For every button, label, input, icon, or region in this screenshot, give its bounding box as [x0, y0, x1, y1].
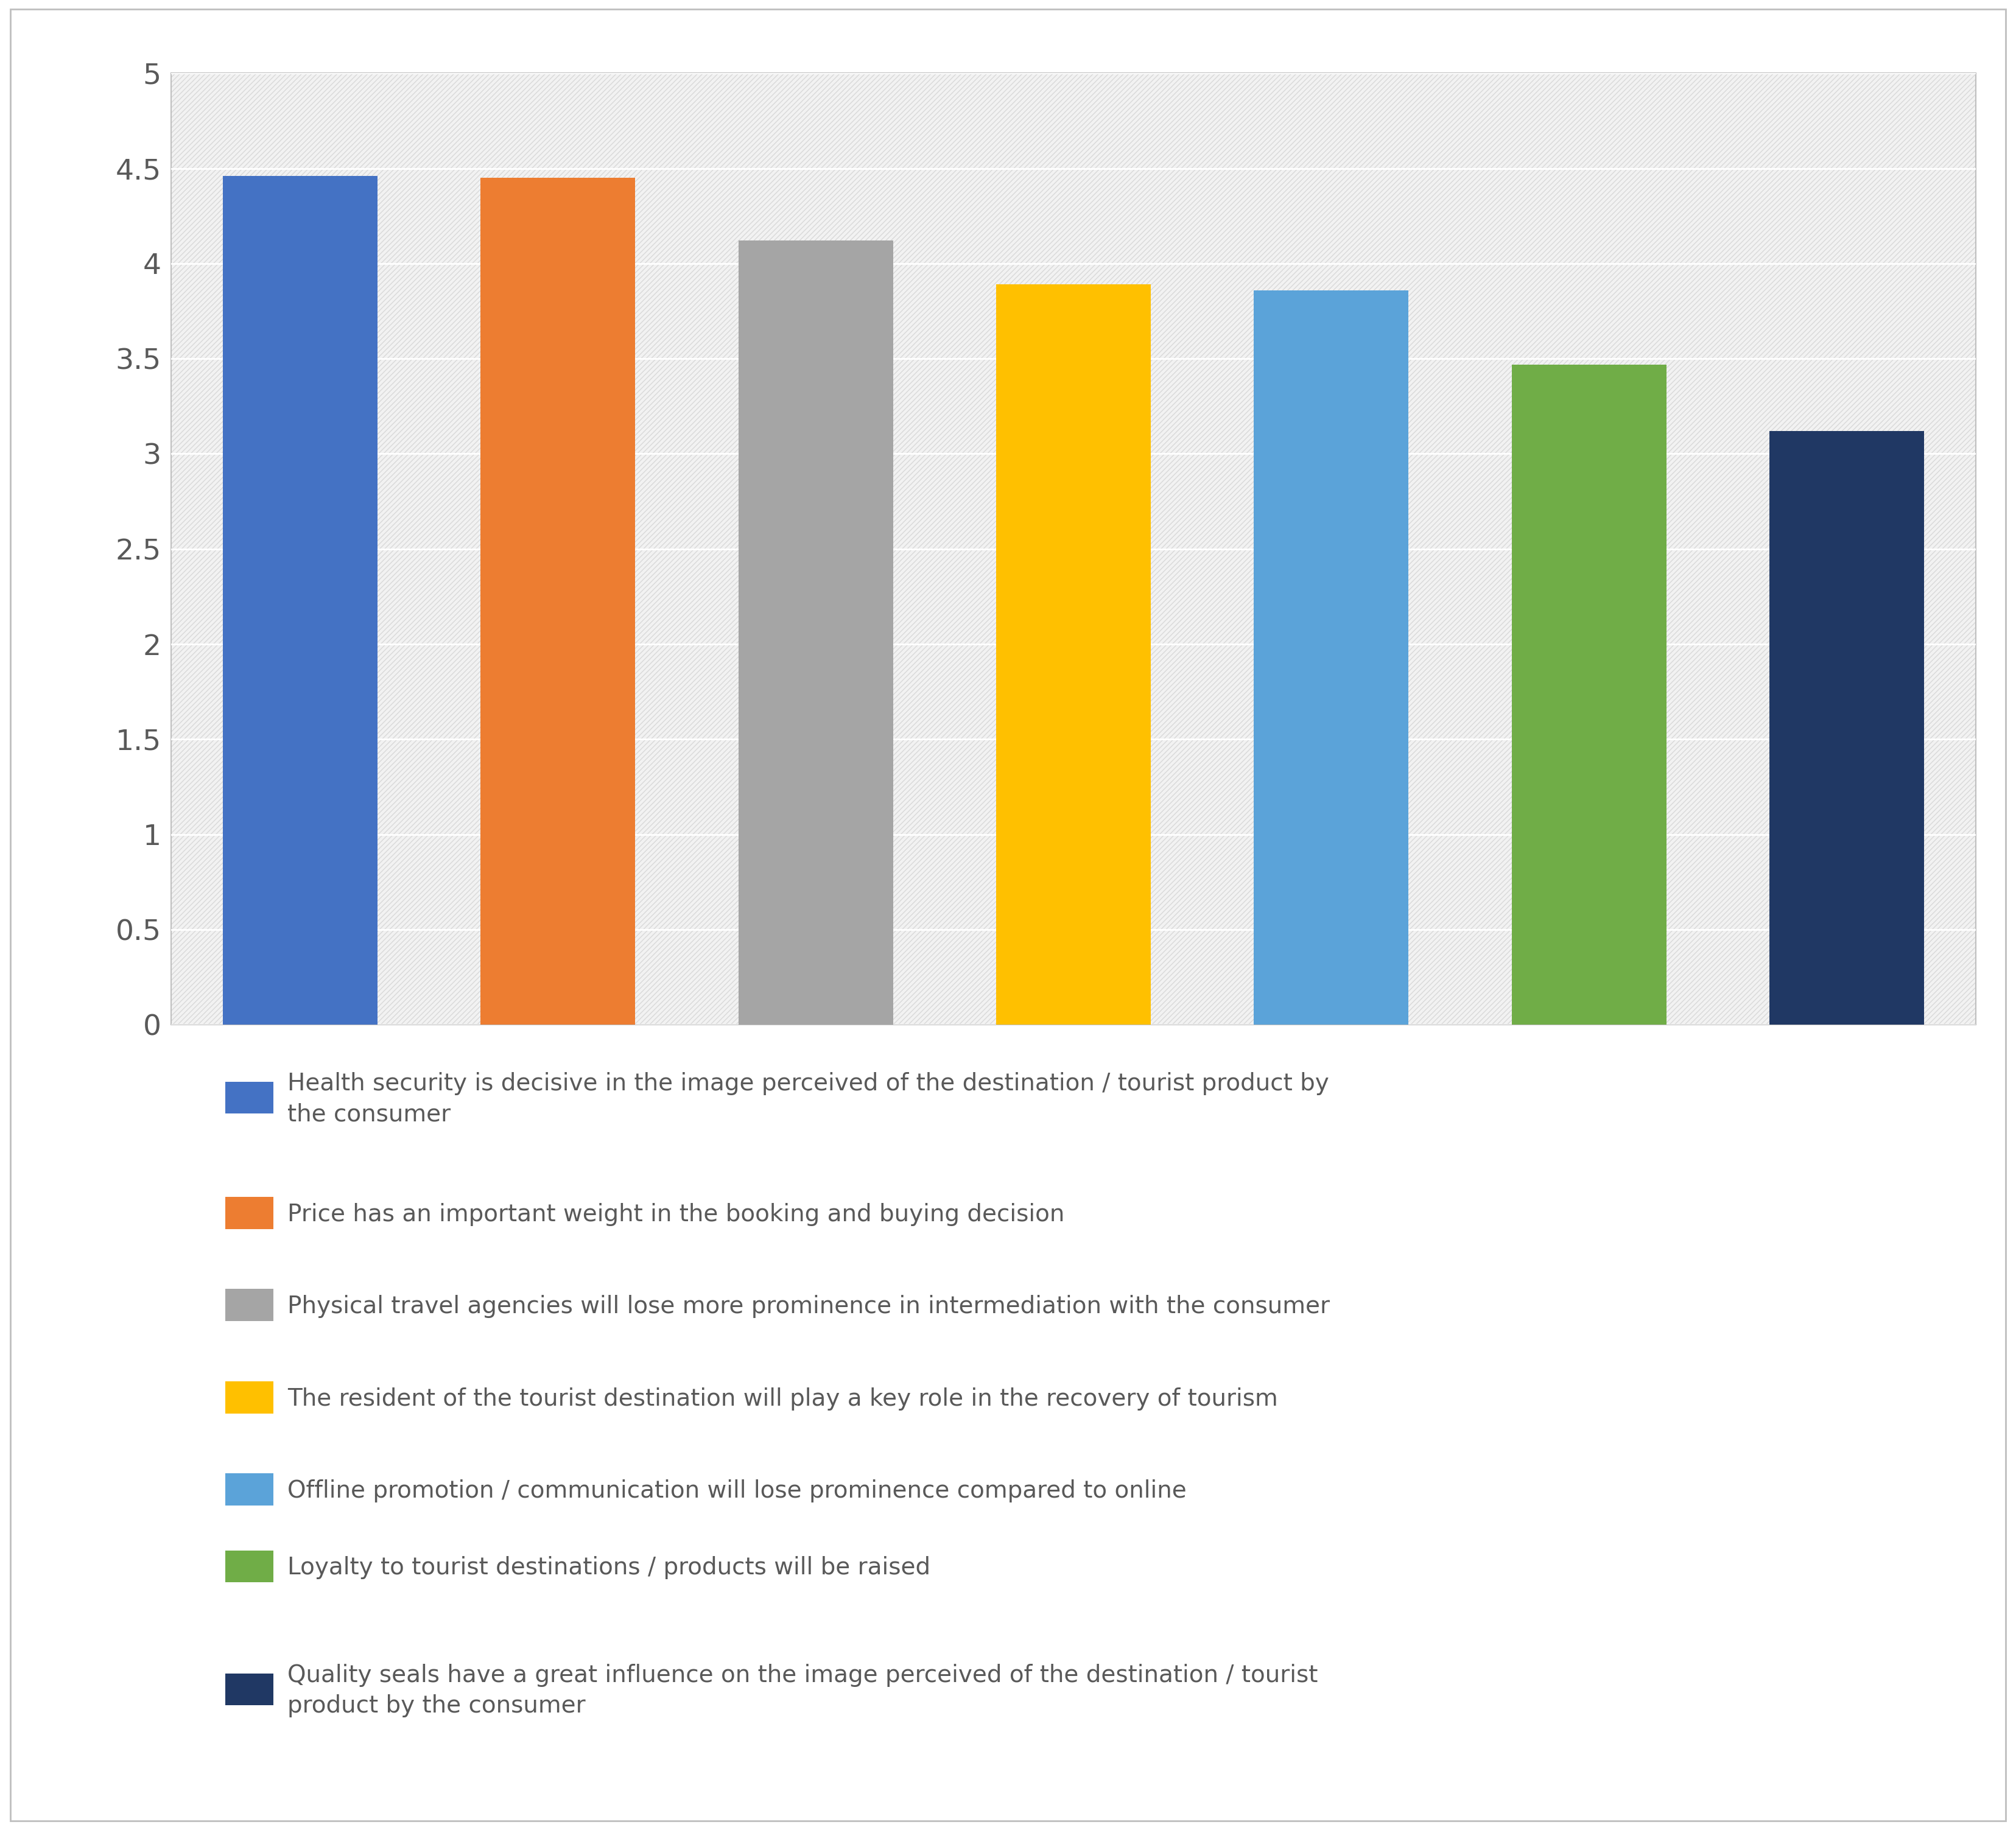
Bar — [996, 284, 1151, 1025]
Bar — [480, 178, 635, 1025]
Text: Price has an important weight in the booking and buying decision: Price has an important weight in the boo… — [288, 1202, 1064, 1226]
FancyBboxPatch shape — [226, 1082, 272, 1114]
Text: Offline promotion / communication will lose prominence compared to online: Offline promotion / communication will l… — [288, 1479, 1187, 1502]
Text: Quality seals have a great influence on the image perceived of the destination /: Quality seals have a great influence on … — [288, 1663, 1318, 1718]
FancyBboxPatch shape — [226, 1673, 272, 1706]
FancyBboxPatch shape — [226, 1197, 272, 1230]
Text: The resident of the tourist destination will play a key role in the recovery of : The resident of the tourist destination … — [288, 1387, 1278, 1411]
FancyBboxPatch shape — [226, 1288, 272, 1321]
Bar — [738, 242, 893, 1025]
FancyBboxPatch shape — [226, 1382, 272, 1413]
Bar — [171, 73, 1976, 1025]
FancyBboxPatch shape — [226, 1473, 272, 1506]
Bar — [224, 176, 377, 1025]
Text: Loyalty to tourist destinations / products will be raised: Loyalty to tourist destinations / produc… — [288, 1556, 931, 1579]
Text: Health security is decisive in the image perceived of the destination / tourist : Health security is decisive in the image… — [288, 1072, 1329, 1125]
Bar — [1770, 432, 1923, 1025]
Bar — [1254, 291, 1409, 1025]
FancyBboxPatch shape — [226, 1550, 272, 1583]
Bar — [1512, 364, 1667, 1025]
Text: Physical travel agencies will lose more prominence in intermediation with the co: Physical travel agencies will lose more … — [288, 1296, 1331, 1318]
